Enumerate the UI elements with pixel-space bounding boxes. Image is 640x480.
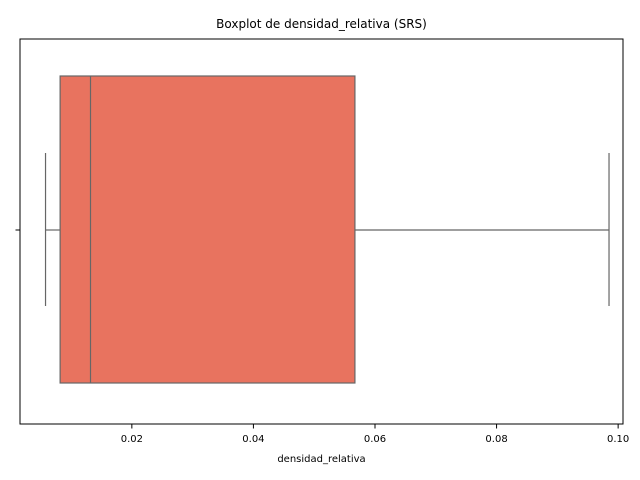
x-tick-label: 0.02 xyxy=(121,434,143,445)
x-tick-label: 0.04 xyxy=(242,434,264,445)
chart-title: Boxplot de densidad_relativa (SRS) xyxy=(216,17,427,31)
x-tick-label: 0.08 xyxy=(485,434,507,445)
x-tick-label: 0.06 xyxy=(364,434,386,445)
x-axis-label: densidad_relativa xyxy=(277,454,365,465)
plot-frame xyxy=(19,38,624,425)
plot-area xyxy=(44,75,610,384)
x-axis-ticks: 0.02 0.04 0.06 0.08 0.10 xyxy=(121,424,629,445)
box-iqr xyxy=(59,75,356,384)
x-tick-label: 0.10 xyxy=(607,434,629,445)
